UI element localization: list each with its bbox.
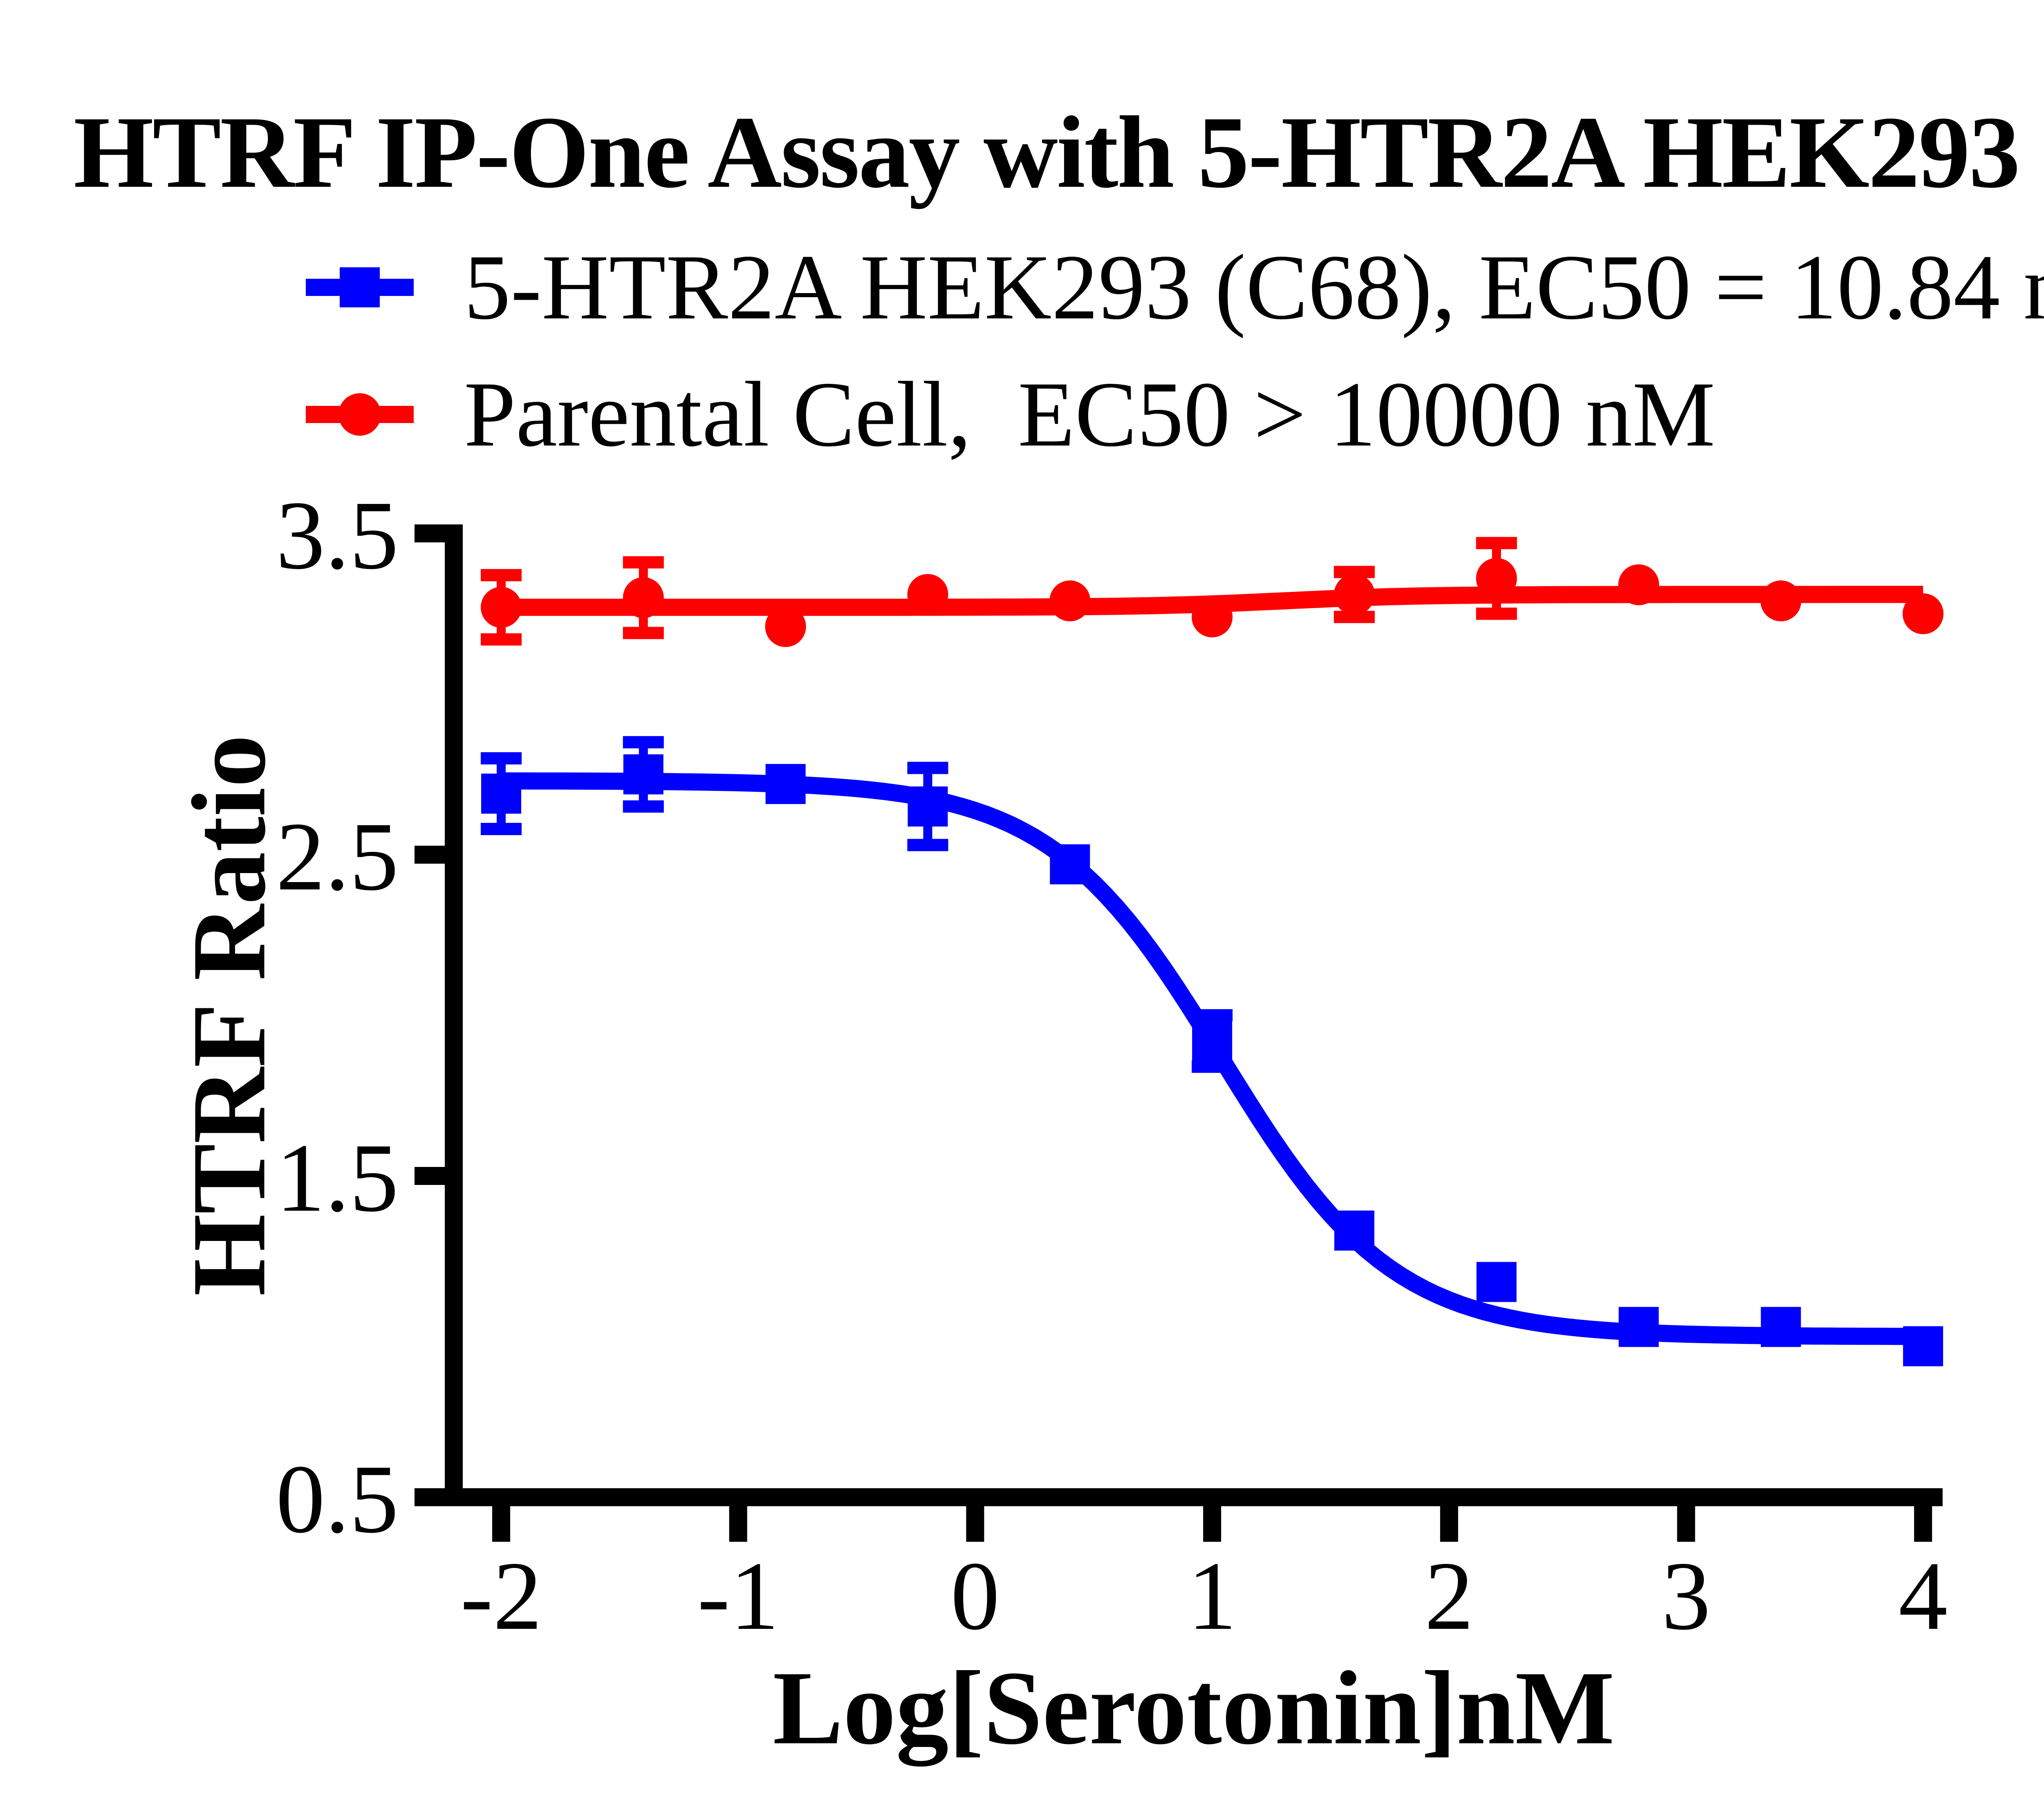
series-square [481, 736, 1943, 1366]
y-tick-label: 1.5 [276, 1123, 399, 1232]
data-point-marker-square [765, 764, 806, 804]
data-point-marker-square [1192, 1021, 1233, 1061]
data-point-marker-circle [481, 587, 522, 628]
data-point-marker-circle [623, 577, 664, 618]
legend-label: 5-HTR2A HEK293 (C68), EC50 = 10.84 nM [464, 236, 2044, 339]
data-point-marker-square [1050, 844, 1090, 885]
legend-swatch-square [306, 267, 414, 307]
data-point-marker-square [1334, 1210, 1374, 1251]
chart-title: HTRF IP-One Assay with 5-HTR2A HEK293（C6… [74, 95, 2044, 209]
data-point-marker-circle [1476, 558, 1517, 599]
data-point-marker-circle [1192, 596, 1233, 638]
data-point-marker-square [1903, 1326, 1943, 1366]
x-tick-label: 0 [950, 1541, 1000, 1650]
data-point-marker-circle [1760, 580, 1802, 622]
data-point-marker-circle [1334, 574, 1375, 615]
legend-marker-circle-icon [338, 393, 381, 436]
legend-item-parental: Parental Cell, EC50 > 10000 nM [303, 359, 1715, 470]
x-tick-label: 2 [1425, 1541, 1474, 1650]
x-axis-title: Log[Serotonin]nM [773, 1649, 1615, 1766]
data-point-marker-circle [765, 606, 806, 647]
legend-marker-square-icon [340, 267, 380, 307]
data-point-marker-square [623, 754, 663, 795]
data-point-marker-circle [1903, 593, 1944, 634]
data-point-marker-circle [1618, 564, 1659, 605]
legend-label: Parental Cell, EC50 > 10000 nM [464, 363, 1715, 466]
data-point-marker-square [1618, 1307, 1659, 1347]
data-point-marker-square [1761, 1307, 1801, 1347]
data-point-marker-square [481, 773, 521, 814]
x-tick-label: 4 [1898, 1541, 1948, 1650]
x-tick-label: -1 [697, 1541, 779, 1650]
y-tick-label: 3.5 [276, 481, 399, 589]
data-point-marker-square [1476, 1262, 1517, 1302]
x-tick-label: -2 [460, 1541, 542, 1650]
legend-swatch-circle [306, 393, 414, 436]
data-point-marker-circle [907, 574, 948, 615]
x-tick-label: 3 [1662, 1541, 1711, 1650]
series-circle [481, 537, 1944, 647]
x-tick-label: 1 [1188, 1541, 1237, 1650]
data-point-marker-circle [1049, 580, 1091, 622]
y-tick-label: 2.5 [276, 802, 399, 911]
y-tick-label: 0.5 [276, 1444, 399, 1553]
legend-item-htr2a: 5-HTR2A HEK293 (C68), EC50 = 10.84 nM [303, 232, 2044, 343]
data-point-marker-square [908, 786, 948, 827]
